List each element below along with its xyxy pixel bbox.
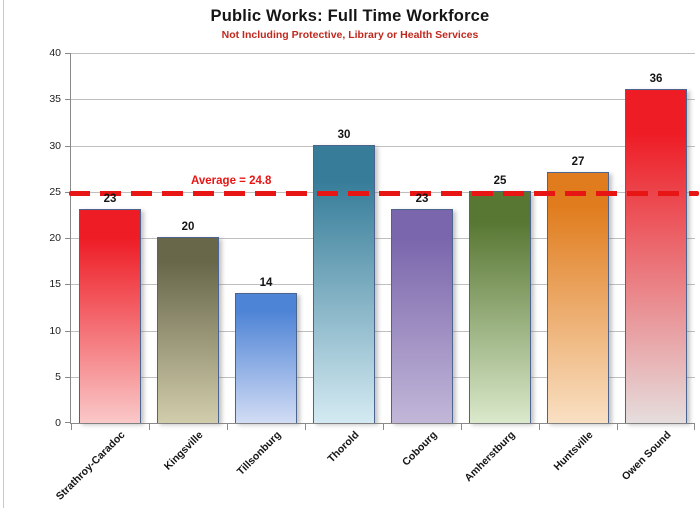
y-axis-tick-40 (65, 53, 71, 54)
average-line-label: Average = 24.8 (191, 174, 272, 187)
y-axis-label-0: 0 (55, 417, 61, 429)
category-label-2: Kingsville (161, 429, 206, 473)
y-axis-tick-30 (65, 145, 71, 147)
y-axis-label-20: 20 (49, 232, 61, 244)
bar-amherstburg (469, 190, 531, 423)
category-label-1: Strathroy-Caradoc (53, 429, 128, 503)
bar-value-label: 23 (103, 193, 117, 206)
gridline-30 (71, 145, 695, 147)
category-label-6: Amherstburg (462, 429, 518, 485)
bar-owen-sound (625, 89, 687, 423)
bar-value-label: 25 (493, 174, 507, 187)
bar-value-label: 27 (571, 156, 585, 169)
x-axis-tick-3 (305, 423, 306, 430)
average-dashed-line (69, 191, 699, 197)
gridline-15 (71, 284, 695, 286)
y-axis-label-25: 25 (49, 185, 61, 198)
y-axis-tick-15 (65, 284, 71, 286)
category-label-7: Huntsville (551, 429, 596, 473)
category-label-8: Owen Sound (619, 429, 674, 483)
bar-value-label: 30 (337, 128, 351, 141)
y-axis-tick-35 (65, 99, 71, 101)
y-axis-tick-0 (65, 422, 71, 423)
category-label-4: Thorold (325, 429, 362, 466)
x-axis-tick-2 (227, 423, 228, 430)
x-axis-tick-4 (383, 423, 384, 430)
gridline-40 (71, 53, 695, 54)
x-axis-tick-7 (617, 423, 618, 430)
y-axis-label-35: 35 (49, 93, 61, 106)
x-axis-tick-5 (461, 423, 462, 430)
gridline-35 (71, 99, 695, 101)
plot-area: Average = 24.8 0 5 10 15 20 25 30 35 40 23 Strathr… (49, 47, 699, 503)
y-axis-tick-5 (65, 376, 71, 378)
category-label-5: Cobourg (400, 429, 440, 469)
y-axis-label-40: 40 (49, 47, 61, 59)
chart-subtitle: Not Including Protective, Library or Hea… (221, 29, 479, 41)
y-axis-label-15: 15 (49, 278, 61, 291)
x-axis-tick-0 (71, 423, 72, 430)
chart-title: Public Works: Full Time Workforce (210, 7, 490, 25)
bar-value-label: 20 (181, 221, 195, 233)
bar-thorold (313, 144, 375, 423)
category-label-3: Tillsonburg (234, 429, 284, 478)
y-axis-label-10: 10 (49, 324, 61, 337)
y-axis-tick-10 (65, 330, 71, 332)
bar-value-label: 36 (649, 73, 663, 85)
y-axis-label-5: 5 (55, 370, 61, 383)
y-axis-tick-25 (65, 191, 71, 193)
y-axis-label-30: 30 (49, 139, 61, 152)
gridline-10 (71, 330, 695, 332)
x-axis-tick-6 (539, 423, 540, 430)
bar-value-label: 14 (259, 276, 273, 289)
bar-kingsville (157, 237, 219, 423)
gridline-5 (71, 376, 695, 378)
bar-tillsonburg (235, 292, 297, 423)
x-axis-tick-1 (149, 423, 150, 430)
bar-huntsville (547, 172, 609, 423)
bar-value-label: 23 (415, 193, 429, 206)
window-left-border (3, 0, 4, 508)
y-axis-tick-20 (65, 238, 71, 239)
bar-strathroy-caradoc (79, 209, 141, 423)
x-axis-tick-8 (694, 423, 695, 430)
gridline-20 (71, 238, 695, 239)
bar-cobourg (391, 209, 453, 423)
